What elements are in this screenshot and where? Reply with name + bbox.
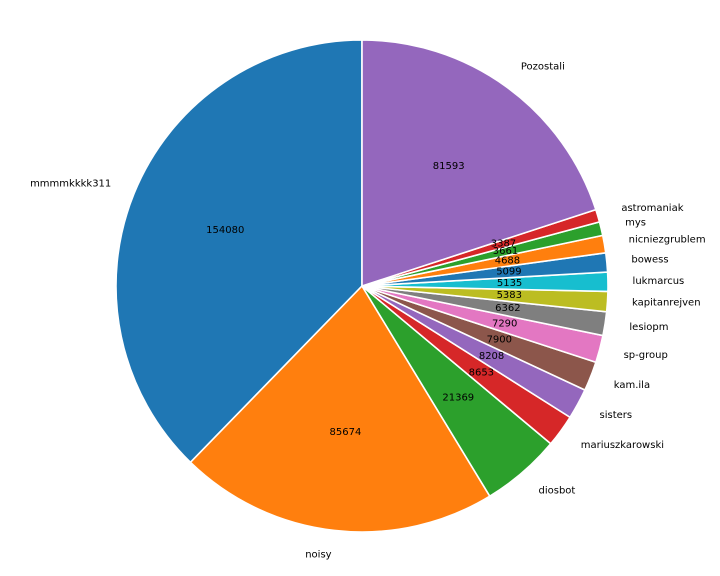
value-label-mariuszkarowski: 8653 bbox=[469, 367, 494, 378]
value-label-kapitanrejven: 5383 bbox=[497, 290, 522, 301]
value-label-diosbot: 21369 bbox=[442, 392, 474, 403]
value-label-kam-ila: 7900 bbox=[487, 335, 512, 346]
wedge-label-pozostali: Pozostali bbox=[521, 61, 565, 72]
value-label-mmmmkkkk311: 154080 bbox=[206, 225, 244, 236]
pie-slice-pozostali bbox=[361, 39, 597, 288]
wedge-label-sp-group: sp-group bbox=[624, 350, 668, 361]
wedge-label-kapitanrejven: kapitanrejven bbox=[632, 298, 701, 309]
wedge-label-kam-ila: kam.ila bbox=[614, 380, 650, 391]
wedge-label-bowess: bowess bbox=[631, 255, 668, 266]
wedge-label-nicniezgrublem: nicniezgrublem bbox=[629, 234, 706, 245]
wedge-label-lesiopm: lesiopm bbox=[629, 322, 668, 333]
wedge-label-mariuszkarowski: mariuszkarowski bbox=[581, 440, 664, 451]
wedge-label-mmmmkkkk311: mmmmkkkk311 bbox=[30, 179, 111, 190]
value-label-lukmarcus: 5135 bbox=[497, 278, 522, 289]
wedge-label-sisters: sisters bbox=[600, 410, 633, 421]
value-label-sisters: 8208 bbox=[479, 351, 504, 362]
pie-slice-mmmmkkkk311 bbox=[115, 39, 363, 464]
wedge-label-lukmarcus: lukmarcus bbox=[633, 276, 685, 287]
wedge-label-mys: mys bbox=[625, 217, 646, 228]
value-label-astromaniak: 3387 bbox=[491, 238, 516, 249]
value-label-noisy: 85674 bbox=[330, 427, 362, 438]
wedge-label-noisy: noisy bbox=[305, 549, 331, 560]
value-label-nicniezgrublem: 4688 bbox=[495, 255, 520, 266]
pie-slice-noisy bbox=[189, 284, 491, 533]
wedge-label-diosbot: diosbot bbox=[539, 486, 576, 497]
value-label-bowess: 5099 bbox=[496, 266, 521, 277]
wedge-label-astromaniak: astromaniak bbox=[621, 203, 683, 214]
value-label-mys: 3661 bbox=[493, 246, 518, 257]
value-label-pozostali: 81593 bbox=[433, 161, 465, 172]
value-label-lesiopm: 6362 bbox=[495, 303, 520, 314]
value-label-sp-group: 7290 bbox=[492, 318, 517, 329]
